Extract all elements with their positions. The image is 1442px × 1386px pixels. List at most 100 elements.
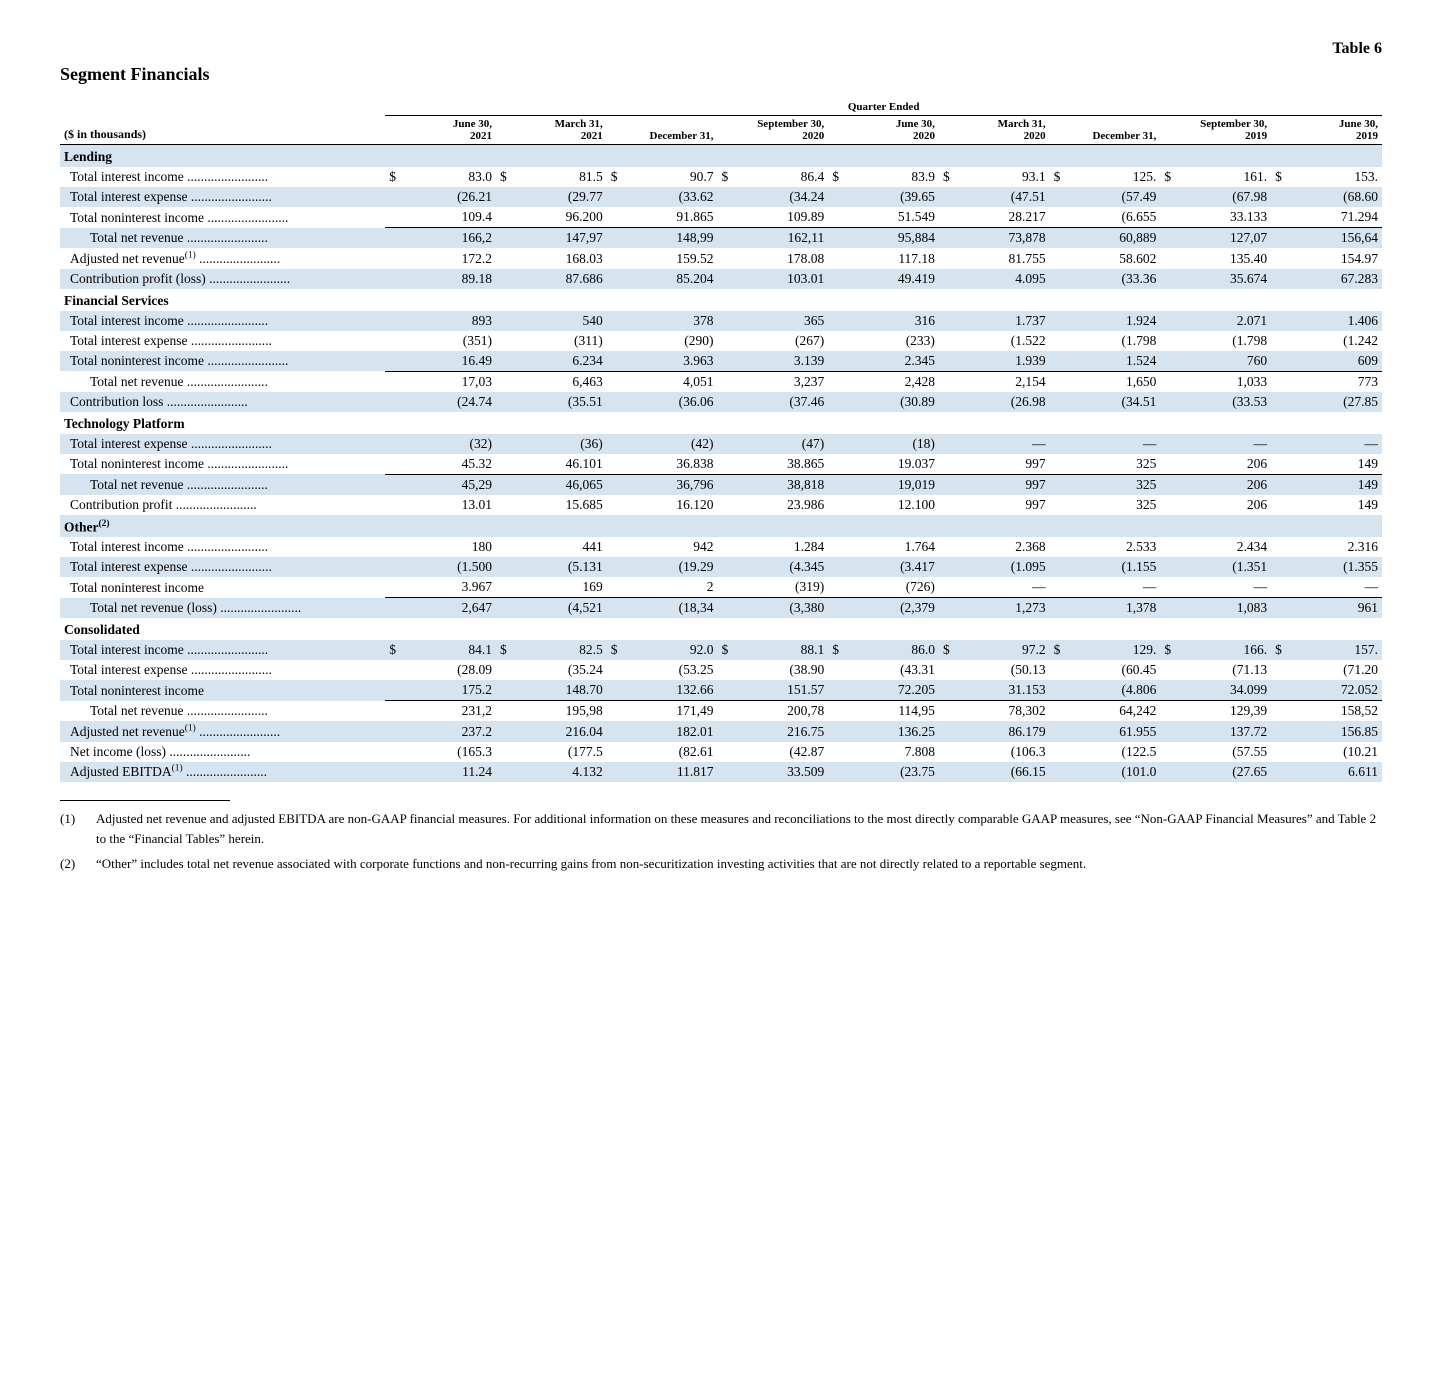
data-cell: (4,521	[496, 598, 607, 619]
row-label: Total net revenue (loss) ...............…	[60, 598, 385, 619]
data-cell: 2.316	[1271, 537, 1382, 557]
data-cell: (35.24	[496, 660, 607, 680]
data-cell: 156,64	[1271, 228, 1382, 249]
data-cell: $83.0	[385, 167, 496, 187]
data-cell: 195,98	[496, 701, 607, 722]
data-cell: 1.737	[939, 311, 1050, 331]
data-cell: 49.419	[828, 269, 939, 289]
data-cell: 1.924	[1050, 311, 1161, 331]
data-cell: 942	[607, 537, 718, 557]
data-cell: 760	[1160, 351, 1271, 372]
data-cell: (57.55	[1160, 742, 1271, 762]
data-cell: 169	[496, 577, 607, 598]
data-cell: (28.09	[385, 660, 496, 680]
data-cell: 51.549	[828, 207, 939, 228]
data-cell: (66.15	[939, 762, 1050, 783]
column-header-row: ($ in thousands) June 30,2021March 31,20…	[60, 116, 1382, 145]
data-cell: 961	[1271, 598, 1382, 619]
data-cell: 71.294	[1271, 207, 1382, 228]
data-cell: (82.61	[607, 742, 718, 762]
label-header: ($ in thousands)	[60, 116, 385, 145]
data-cell: (1.242	[1271, 331, 1382, 351]
data-cell: 378	[607, 311, 718, 331]
data-cell: 129,39	[1160, 701, 1271, 722]
data-cell: $125.	[1050, 167, 1161, 187]
data-cell: 16.120	[607, 495, 718, 515]
data-cell: 182.01	[607, 721, 718, 742]
data-cell: 1.284	[717, 537, 828, 557]
data-cell: (5.131	[496, 557, 607, 577]
data-cell: 1,083	[1160, 598, 1271, 619]
data-cell: (24.74	[385, 392, 496, 412]
data-cell: 178.08	[717, 248, 828, 269]
data-cell: 89.18	[385, 269, 496, 289]
data-cell: $86.0	[828, 640, 939, 660]
data-cell: 148.70	[496, 680, 607, 701]
data-cell: 136.25	[828, 721, 939, 742]
section-heading-row: Technology Platform	[60, 412, 1382, 434]
data-cell: 148,99	[607, 228, 718, 249]
data-cell: 172.2	[385, 248, 496, 269]
data-cell: 38.865	[717, 454, 828, 475]
row-label: Total interest income ..................…	[60, 537, 385, 557]
data-cell: 151.57	[717, 680, 828, 701]
data-cell: 3.967	[385, 577, 496, 598]
data-cell: 1,033	[1160, 371, 1271, 392]
row-label: Contribution profit ....................…	[60, 495, 385, 515]
row-label: Total net revenue ......................…	[60, 474, 385, 495]
row-label: Total interest expense .................…	[60, 434, 385, 454]
data-cell: 35.674	[1160, 269, 1271, 289]
data-cell: (1.798	[1050, 331, 1161, 351]
data-cell: (50.13	[939, 660, 1050, 680]
row-label: Total interest expense .................…	[60, 660, 385, 680]
data-cell: 16.49	[385, 351, 496, 372]
data-cell: 216.75	[717, 721, 828, 742]
data-cell: 441	[496, 537, 607, 557]
data-cell: —	[1160, 434, 1271, 454]
data-cell: 365	[717, 311, 828, 331]
table-row: Contribution loss ......................…	[60, 392, 1382, 412]
data-cell: (33.62	[607, 187, 718, 207]
data-cell: 109.89	[717, 207, 828, 228]
row-label: Total net revenue ......................…	[60, 371, 385, 392]
data-cell: $88.1	[717, 640, 828, 660]
data-cell: (267)	[717, 331, 828, 351]
data-cell: (36.06	[607, 392, 718, 412]
data-cell: (1.798	[1160, 331, 1271, 351]
data-cell: 127,07	[1160, 228, 1271, 249]
data-cell: 1,273	[939, 598, 1050, 619]
data-cell: (43.31	[828, 660, 939, 680]
data-cell: (67.98	[1160, 187, 1271, 207]
data-cell: 58.602	[1050, 248, 1161, 269]
data-cell: (122.5	[1050, 742, 1161, 762]
data-cell: (35.51	[496, 392, 607, 412]
table-row: Total interest income ..................…	[60, 640, 1382, 660]
data-cell: 149	[1271, 454, 1382, 475]
data-cell: 19,019	[828, 474, 939, 495]
row-label: Total noninterest income	[60, 680, 385, 701]
data-cell: 149	[1271, 474, 1382, 495]
data-cell: 85.204	[607, 269, 718, 289]
data-cell: —	[1160, 577, 1271, 598]
data-cell: 45,29	[385, 474, 496, 495]
table-row: Total net revenue ......................…	[60, 474, 1382, 495]
data-cell: 2.434	[1160, 537, 1271, 557]
data-cell: 893	[385, 311, 496, 331]
data-cell: 609	[1271, 351, 1382, 372]
data-cell: (34.51	[1050, 392, 1161, 412]
data-cell: 46.101	[496, 454, 607, 475]
data-cell: —	[939, 434, 1050, 454]
data-cell: (36)	[496, 434, 607, 454]
data-cell: (71.13	[1160, 660, 1271, 680]
data-cell: 216.04	[496, 721, 607, 742]
data-cell: 325	[1050, 474, 1161, 495]
data-cell: 36,796	[607, 474, 718, 495]
column-header: December 31,	[607, 116, 718, 145]
data-cell: (19.29	[607, 557, 718, 577]
data-cell: 1.764	[828, 537, 939, 557]
data-cell: (47)	[717, 434, 828, 454]
table-row: Total net revenue ......................…	[60, 371, 1382, 392]
data-cell: 162,11	[717, 228, 828, 249]
data-cell: $82.5	[496, 640, 607, 660]
data-cell: 135.40	[1160, 248, 1271, 269]
